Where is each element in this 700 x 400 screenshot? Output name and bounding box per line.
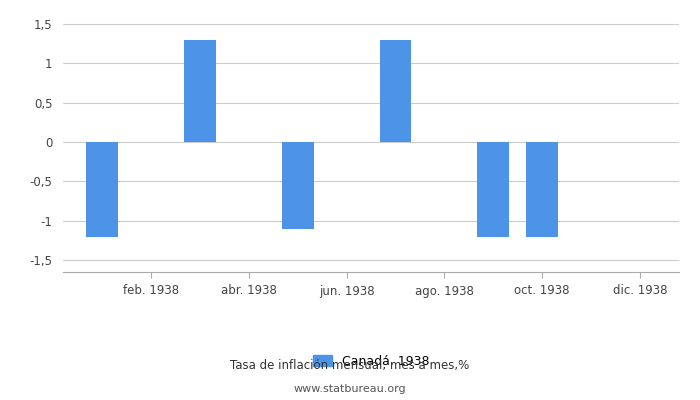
Legend: Canadá, 1938: Canadá, 1938 (313, 355, 429, 368)
Bar (282, 142, 314, 229)
Bar (477, 142, 509, 236)
Bar (379, 40, 412, 142)
Bar (526, 142, 558, 236)
Text: Tasa de inflación mensual, mes a mes,%: Tasa de inflación mensual, mes a mes,% (230, 360, 470, 372)
Text: www.statbureau.org: www.statbureau.org (294, 384, 406, 394)
Bar (184, 40, 216, 142)
Bar (86, 142, 118, 236)
